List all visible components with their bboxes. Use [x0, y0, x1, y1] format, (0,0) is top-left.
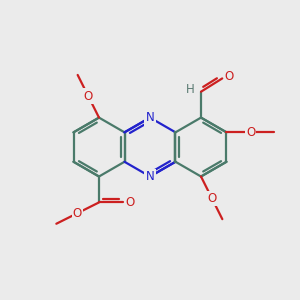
Text: O: O — [207, 192, 216, 205]
Text: O: O — [84, 89, 93, 103]
Text: N: N — [146, 170, 154, 183]
Text: H: H — [185, 83, 194, 96]
Text: O: O — [224, 70, 233, 83]
Text: O: O — [73, 207, 82, 220]
Text: O: O — [246, 126, 255, 139]
Text: N: N — [146, 111, 154, 124]
Text: O: O — [125, 196, 134, 209]
